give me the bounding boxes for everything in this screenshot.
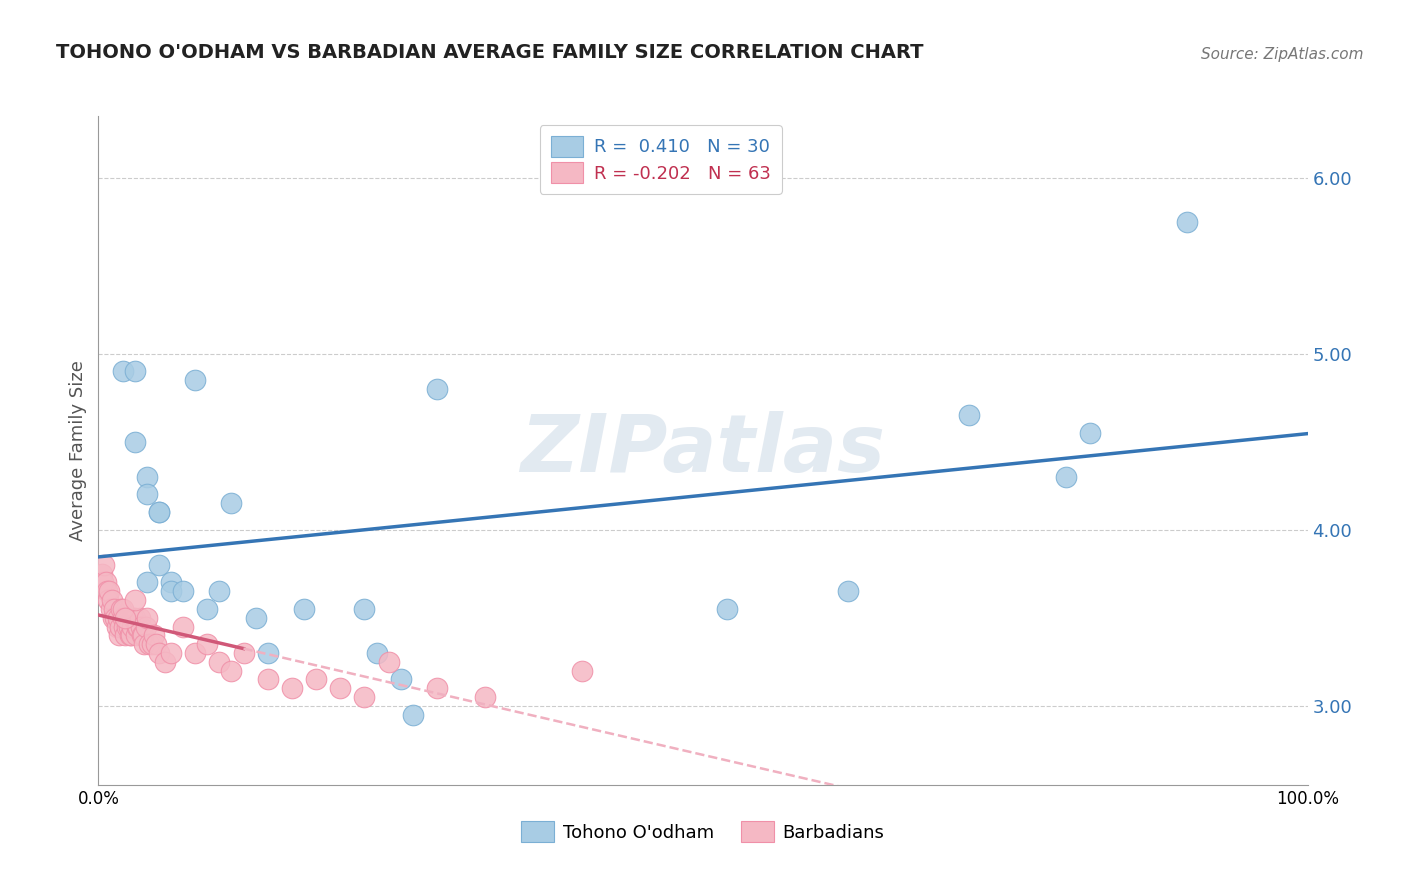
Point	[160, 584, 183, 599]
Point	[97, 593, 120, 607]
Text: TOHONO O'ODHAM VS BARBADIAN AVERAGE FAMILY SIZE CORRELATION CHART: TOHONO O'ODHAM VS BARBADIAN AVERAGE FAMI…	[56, 44, 924, 62]
Text: ZIPatlas: ZIPatlas	[520, 411, 886, 490]
Point	[105, 619, 128, 633]
Point	[474, 690, 496, 704]
Point	[124, 610, 146, 624]
Point	[94, 575, 117, 590]
Point	[153, 655, 176, 669]
Point	[128, 610, 150, 624]
Point	[1175, 214, 1198, 228]
Point	[256, 646, 278, 660]
Point	[256, 673, 278, 687]
Point	[121, 619, 143, 633]
Point	[957, 409, 980, 423]
Point	[111, 364, 134, 378]
Point	[172, 619, 194, 633]
Point	[110, 602, 132, 616]
Legend: Tohono O'odham, Barbadians: Tohono O'odham, Barbadians	[515, 814, 891, 849]
Point	[148, 558, 170, 572]
Point	[389, 673, 412, 687]
Point	[120, 628, 142, 642]
Point	[101, 610, 124, 624]
Point	[91, 566, 114, 581]
Point	[96, 584, 118, 599]
Text: Source: ZipAtlas.com: Source: ZipAtlas.com	[1201, 47, 1364, 62]
Point	[138, 637, 160, 651]
Point	[426, 681, 449, 695]
Point	[135, 487, 157, 501]
Point	[195, 602, 218, 616]
Point	[837, 584, 859, 599]
Point	[148, 505, 170, 519]
Point	[127, 619, 149, 633]
Point	[111, 602, 134, 616]
Point	[208, 655, 231, 669]
Point	[148, 646, 170, 660]
Point	[366, 646, 388, 660]
Point	[111, 610, 134, 624]
Point	[135, 470, 157, 484]
Point	[571, 664, 593, 678]
Point	[117, 619, 139, 633]
Point	[104, 610, 127, 624]
Point	[221, 496, 243, 510]
Point	[107, 610, 129, 624]
Point	[208, 584, 231, 599]
Point	[143, 628, 166, 642]
Point	[160, 575, 183, 590]
Point	[135, 610, 157, 624]
Point	[108, 619, 131, 633]
Point	[100, 593, 122, 607]
Point	[124, 434, 146, 449]
Point	[98, 584, 121, 599]
Point	[377, 655, 399, 669]
Point	[281, 681, 304, 695]
Point	[134, 637, 156, 651]
Point	[145, 637, 167, 651]
Point	[114, 628, 136, 642]
Point	[122, 610, 145, 624]
Point	[305, 673, 328, 687]
Point	[115, 610, 138, 624]
Point	[100, 602, 122, 616]
Point	[135, 619, 157, 633]
Point	[118, 619, 141, 633]
Point	[716, 602, 738, 616]
Point	[232, 646, 254, 660]
Point	[148, 505, 170, 519]
Point	[127, 619, 149, 633]
Point	[118, 628, 141, 642]
Point	[353, 690, 375, 704]
Point	[292, 602, 315, 616]
Point	[245, 610, 267, 624]
Point	[103, 602, 125, 616]
Point	[172, 584, 194, 599]
Point	[131, 628, 153, 642]
Point	[353, 602, 375, 616]
Point	[221, 664, 243, 678]
Y-axis label: Average Family Size: Average Family Size	[69, 360, 87, 541]
Point	[91, 575, 114, 590]
Point	[125, 628, 148, 642]
Point	[93, 558, 115, 572]
Point	[160, 646, 183, 660]
Point	[129, 619, 152, 633]
Point	[184, 373, 207, 387]
Point	[402, 707, 425, 722]
Point	[112, 619, 135, 633]
Point	[124, 364, 146, 378]
Point	[114, 610, 136, 624]
Point	[1078, 425, 1101, 440]
Point	[1054, 470, 1077, 484]
Point	[329, 681, 352, 695]
Point	[426, 382, 449, 396]
Point	[135, 575, 157, 590]
Point	[124, 593, 146, 607]
Point	[184, 646, 207, 660]
Point	[108, 628, 131, 642]
Point	[132, 628, 155, 642]
Point	[195, 637, 218, 651]
Point	[141, 637, 163, 651]
